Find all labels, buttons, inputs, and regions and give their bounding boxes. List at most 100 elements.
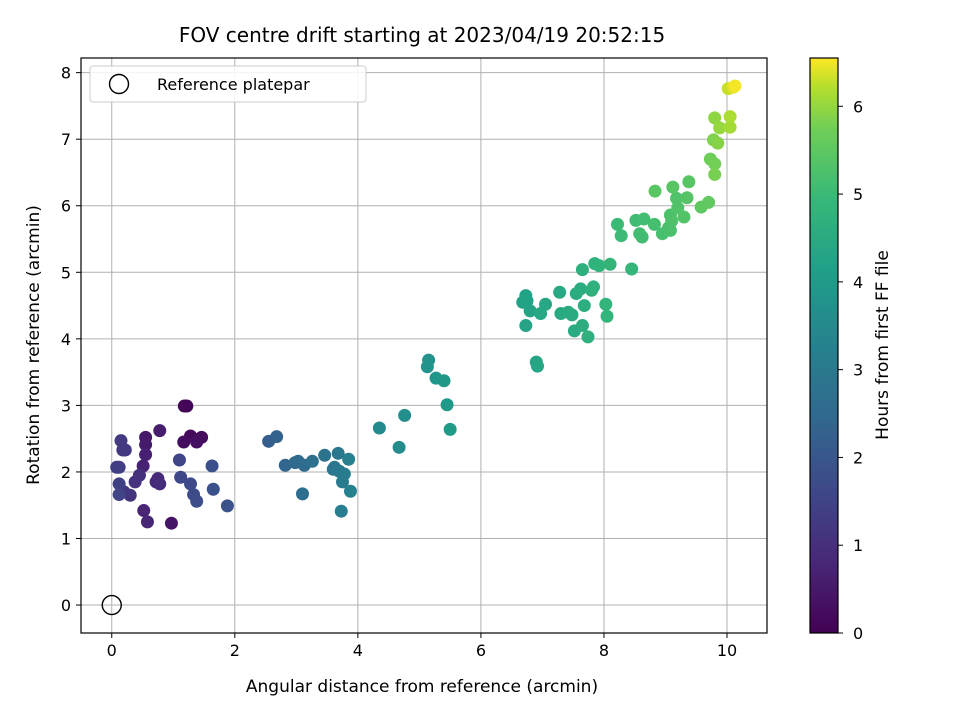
data-point — [139, 438, 153, 452]
data-point — [153, 477, 167, 491]
x-tick-label: 2 — [230, 641, 240, 660]
data-point — [114, 434, 128, 448]
data-point — [600, 309, 614, 323]
data-point — [581, 330, 595, 344]
x-tick-label: 4 — [353, 641, 363, 660]
data-point — [666, 180, 680, 194]
data-point — [164, 516, 178, 530]
axis-ticks: 0 2 4 6 8 10 0 1 2 3 4 5 6 7 8 — [61, 64, 737, 660]
data-point — [637, 212, 651, 226]
data-point — [523, 304, 537, 318]
legend-entry-reference: Reference platepar — [157, 75, 310, 94]
colorbar-tick-label: 3 — [853, 361, 863, 380]
data-point — [337, 467, 351, 481]
data-point — [112, 477, 126, 491]
data-point — [343, 484, 357, 498]
data-point — [635, 230, 649, 244]
data-point — [519, 319, 533, 333]
data-point — [723, 110, 737, 124]
plot-frame — [80, 57, 768, 634]
data-point — [713, 121, 727, 135]
data-point — [331, 446, 345, 460]
data-point — [680, 191, 694, 205]
data-point — [172, 453, 186, 467]
y-tick-label: 7 — [61, 130, 71, 149]
data-point — [190, 494, 204, 508]
data-point — [139, 448, 153, 462]
colorbar-tick-label: 1 — [853, 536, 863, 555]
data-point — [708, 157, 722, 171]
y-tick-label: 2 — [61, 463, 71, 482]
colorbar-tick-label: 5 — [853, 185, 863, 204]
data-point — [177, 435, 191, 449]
data-point — [420, 360, 434, 374]
data-point — [553, 285, 567, 299]
colorbar — [810, 58, 838, 633]
data-point — [575, 319, 589, 333]
x-tick-label: 6 — [476, 641, 486, 660]
data-point — [128, 475, 142, 489]
data-point — [711, 136, 725, 150]
y-tick-label: 0 — [61, 596, 71, 615]
colorbar-tick-label: 6 — [853, 97, 863, 116]
data-point — [677, 210, 691, 224]
data-point — [318, 448, 332, 462]
y-tick-label: 5 — [61, 263, 71, 282]
data-point — [647, 217, 661, 231]
data-point — [565, 308, 579, 322]
data-point — [575, 263, 589, 277]
data-point — [305, 454, 319, 468]
data-point — [708, 167, 722, 181]
data-point — [180, 399, 194, 413]
data-point — [702, 195, 716, 209]
data-point — [153, 424, 167, 438]
colorbar-label: Hours from first FF file — [873, 250, 893, 440]
y-axis-label: Rotation from reference (arcmin) — [24, 205, 44, 485]
data-point — [398, 408, 412, 422]
data-point — [603, 257, 617, 271]
data-point — [140, 515, 154, 529]
data-point — [648, 184, 662, 198]
data-point — [184, 477, 198, 491]
data-point — [443, 422, 457, 436]
data-point — [440, 398, 454, 412]
colorbar-tick-label: 2 — [853, 448, 863, 467]
data-point — [220, 499, 234, 513]
y-tick-label: 4 — [61, 330, 71, 349]
legend-marker-reference — [108, 73, 130, 95]
data-point — [587, 280, 601, 294]
data-point — [574, 282, 588, 296]
data-point — [392, 440, 406, 454]
data-point — [708, 111, 722, 125]
data-point — [437, 374, 451, 388]
y-tick-label: 8 — [61, 64, 71, 83]
data-point — [206, 482, 220, 496]
legend-box — [89, 65, 367, 103]
x-tick-label: 0 — [107, 641, 117, 660]
data-point — [614, 229, 628, 243]
data-point — [577, 299, 591, 313]
data-point — [334, 504, 348, 518]
x-axis-label: Angular distance from reference (arcmin) — [246, 677, 598, 697]
chart-title: FOV centre drift starting at 2023/04/19 … — [179, 23, 665, 47]
data-point — [372, 421, 386, 435]
data-point — [137, 504, 151, 518]
data-point — [270, 430, 284, 444]
data-point — [665, 214, 679, 228]
y-tick-label: 6 — [61, 197, 71, 216]
data-point — [112, 488, 126, 502]
legend: Reference platepar — [89, 65, 367, 103]
data-point — [682, 175, 696, 189]
x-tick-label: 8 — [599, 641, 609, 660]
data-point — [539, 297, 553, 311]
data-point — [342, 452, 356, 466]
colorbar-frame — [809, 57, 839, 634]
colorbar-ticks: 0 1 2 3 4 5 6 — [838, 97, 863, 643]
data-point — [671, 201, 685, 215]
data-point — [190, 435, 204, 449]
reference-point — [101, 594, 122, 616]
grid — [81, 58, 767, 633]
data-point — [174, 470, 188, 484]
scatter-points — [101, 79, 742, 616]
